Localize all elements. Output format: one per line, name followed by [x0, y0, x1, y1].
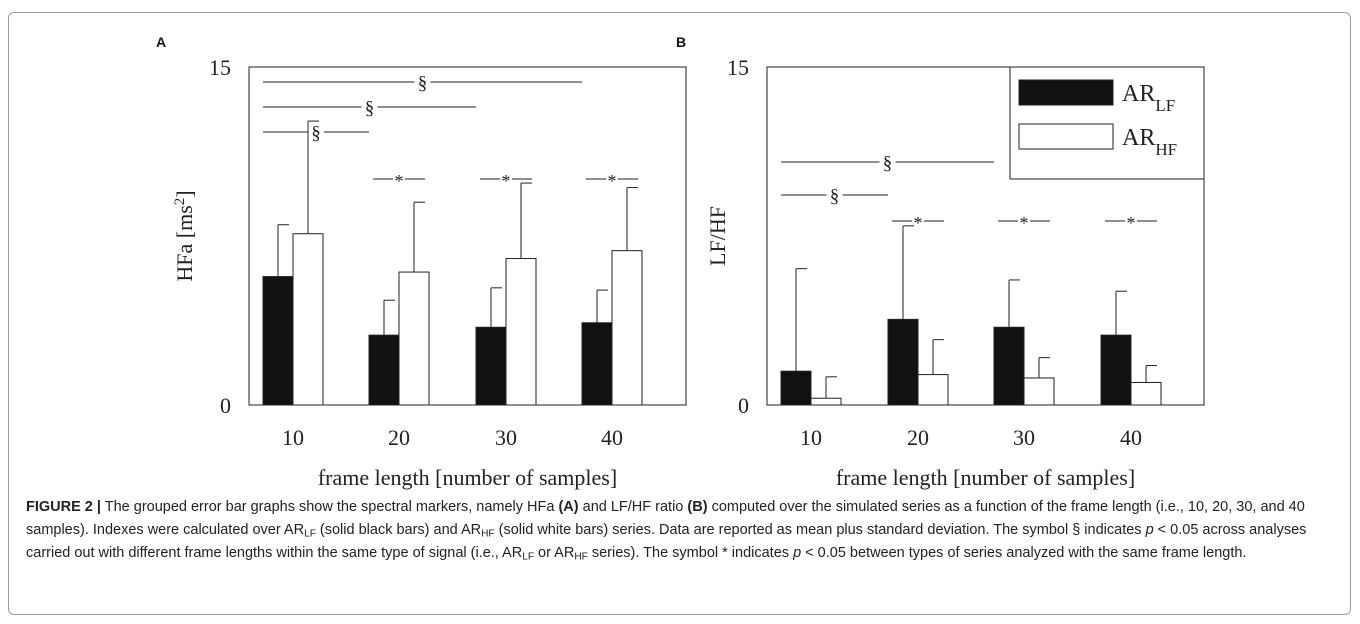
bar-lf [887, 318, 919, 406]
bar-hf [810, 397, 842, 406]
chart-panel-a: A 0 15 HFa [ms2] 10 20 30 40 frame length [numbe… [156, 34, 687, 490]
bar-hf [505, 258, 537, 406]
significance-symbol: * [914, 213, 923, 233]
figure-caption: FIGURE 2 | The grouped error bar graphs … [26, 499, 1307, 563]
bar-lf [1100, 334, 1132, 406]
y-tick-label: 0 [220, 393, 231, 418]
bar-hf [1130, 381, 1162, 406]
x-tick-label: 40 [601, 425, 623, 450]
x-axis-label: frame length [number of samples] [318, 465, 617, 490]
significance-symbol: § [365, 98, 375, 119]
bar-lf [993, 326, 1025, 406]
y-tick-label: 0 [738, 393, 749, 418]
x-tick-label: 30 [1013, 425, 1035, 450]
bar-hf [292, 233, 324, 406]
bar-lf [368, 334, 400, 406]
significance-symbol: * [608, 171, 617, 191]
significance-symbol: * [395, 171, 404, 191]
bar-hf [398, 271, 430, 406]
ref-a: (A) [558, 499, 579, 515]
y-axis-label: LF/HF [705, 206, 730, 266]
plot-frame [248, 66, 687, 406]
plot-frame [766, 66, 1205, 406]
y-tick-label: 15 [727, 55, 749, 80]
legend-swatch-hf [1018, 123, 1114, 150]
significance-symbol: * [1127, 213, 1136, 233]
legend-swatch-lf [1018, 79, 1114, 106]
x-tick-label: 10 [282, 425, 304, 450]
panel-label: A [156, 34, 166, 50]
bar-hf [611, 250, 643, 406]
x-axis-label: frame length [number of samples] [836, 465, 1135, 490]
x-tick-label: 10 [800, 425, 822, 450]
bar-hf [1023, 377, 1055, 406]
x-tick-label: 20 [907, 425, 929, 450]
legend-label: ARLF [1122, 81, 1175, 115]
y-axis-label: HFa [ms2] [172, 190, 197, 281]
chart-panel-b: B 0 15 LF/HF 10 20 30 40 frame length [number of… [676, 34, 1205, 490]
x-tick-label: 30 [495, 425, 517, 450]
bar-lf [475, 326, 507, 406]
significance-symbol: * [502, 171, 511, 191]
ref-b: (B) [687, 499, 708, 515]
significance-symbol: § [311, 123, 321, 144]
significance-symbol: § [830, 186, 840, 207]
legend-label: ARHF [1122, 125, 1177, 159]
figure-svg: A 0 15 HFa [ms2] 10 20 30 40 frame length [numbe… [156, 34, 1205, 490]
figure-label: FIGURE 2 | [26, 499, 101, 515]
bar-lf [581, 322, 613, 406]
legend: ARLF ARHF [1009, 66, 1205, 180]
y-tick-label: 15 [209, 55, 231, 80]
bar-hf [917, 374, 949, 406]
x-tick-label: 40 [1120, 425, 1142, 450]
significance-symbol: § [418, 73, 428, 94]
bar-lf [262, 276, 294, 406]
significance-symbol: * [1020, 213, 1029, 233]
x-tick-label: 20 [388, 425, 410, 450]
significance-symbol: § [883, 153, 893, 174]
bar-lf [780, 370, 812, 406]
panel-label: B [676, 34, 686, 50]
